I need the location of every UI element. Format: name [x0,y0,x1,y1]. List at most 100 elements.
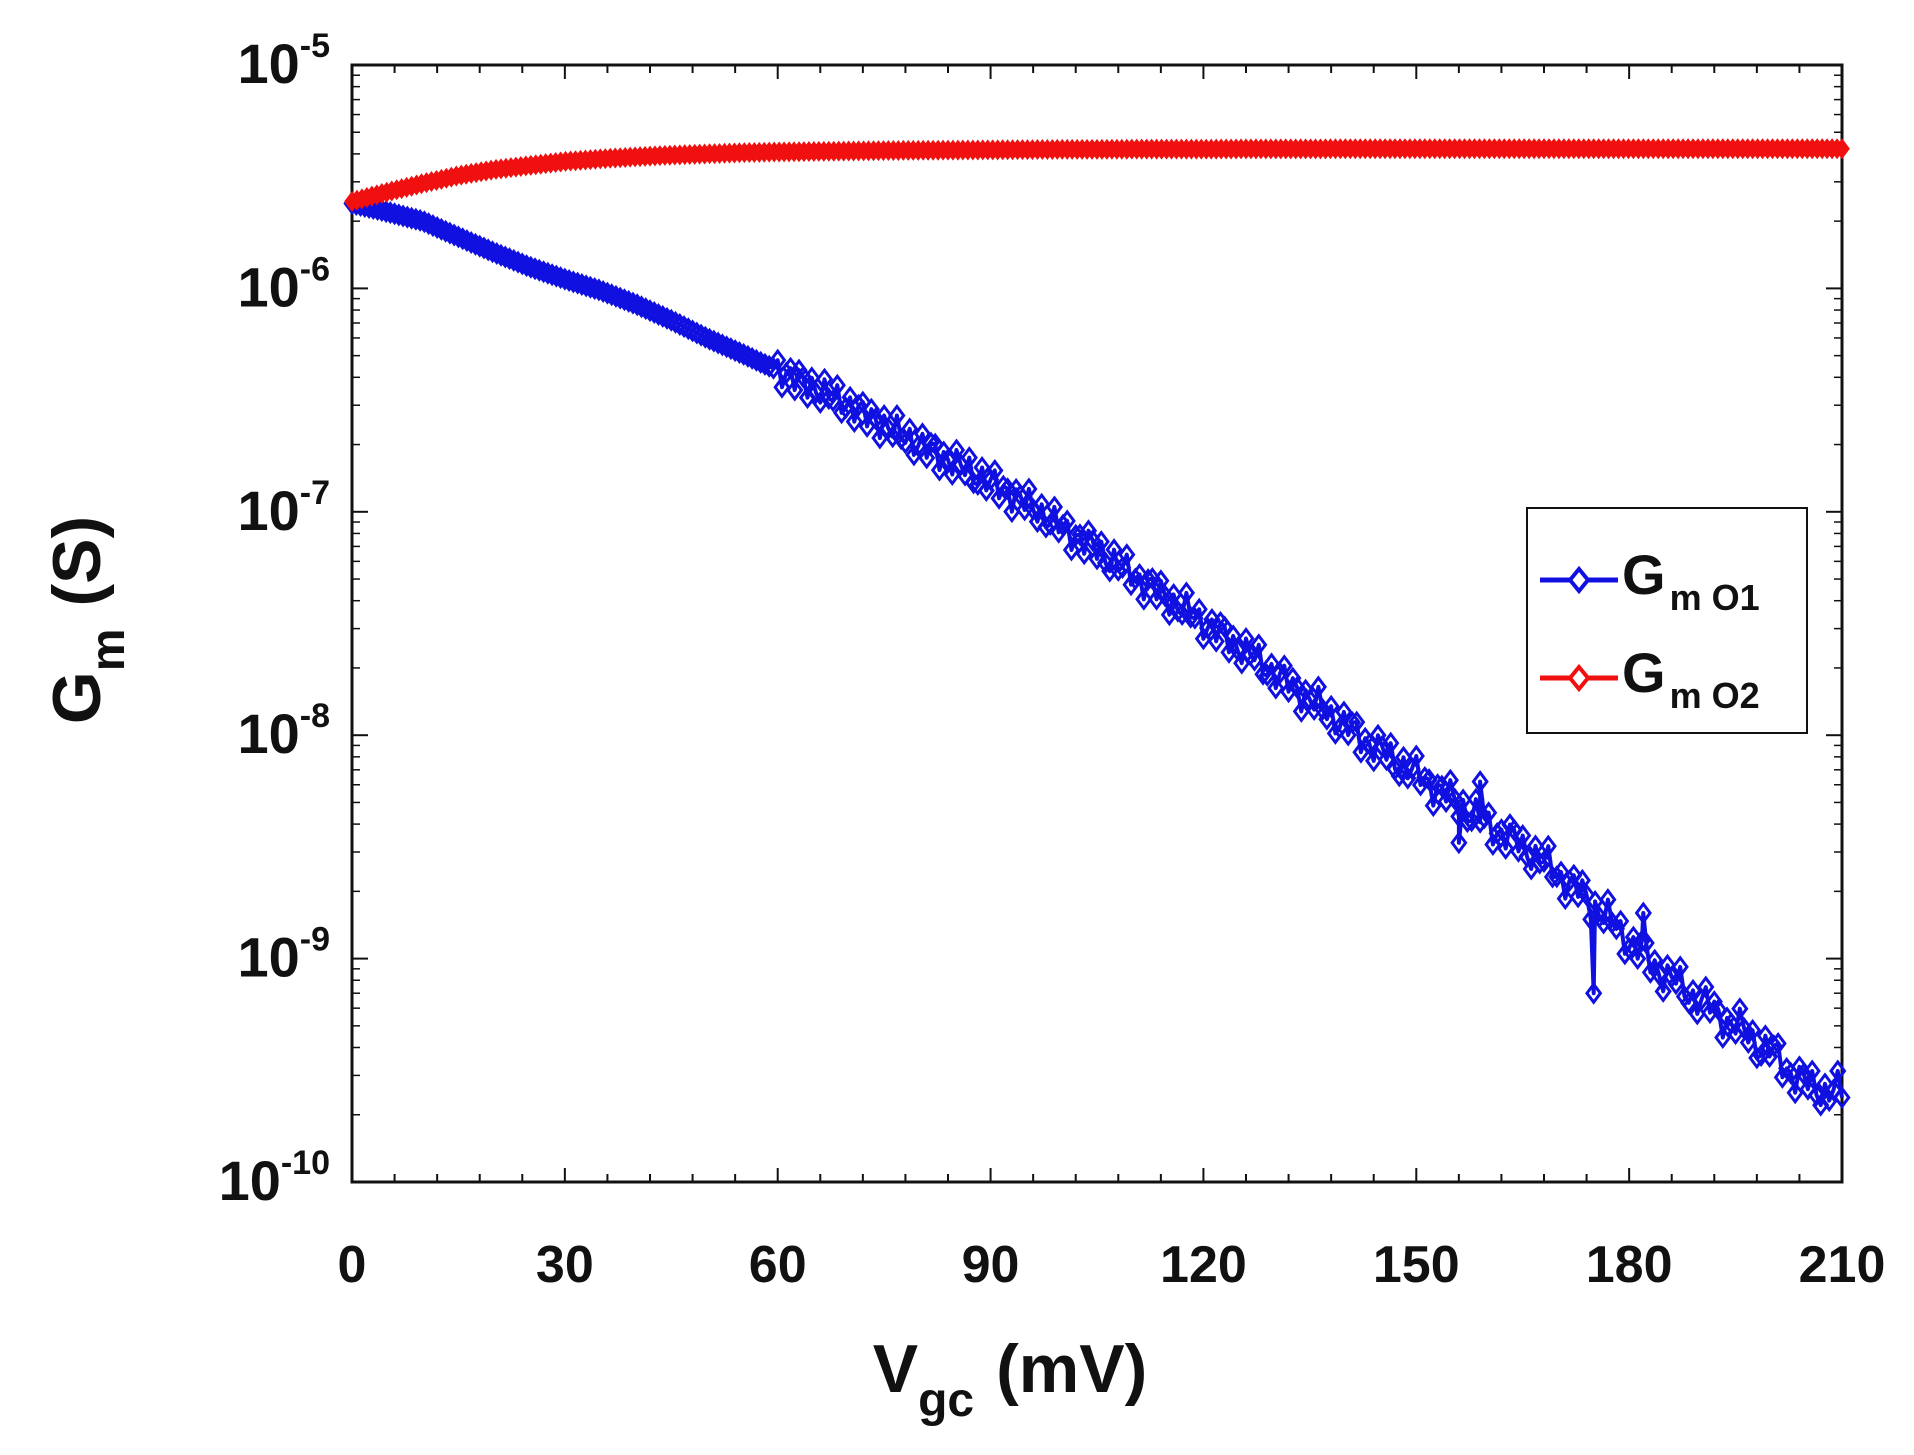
data-point [1803,1059,1821,1083]
data-point [1003,500,1021,524]
data-point [1531,851,1549,875]
y-tick-exponent: -8 [300,697,330,735]
data-point [705,329,723,353]
data-point [1092,530,1110,554]
data-point [1599,888,1617,912]
data-point [1160,603,1178,627]
data-point [1441,768,1459,792]
data-point [1199,616,1217,640]
legend-label-o1-main: G [1622,543,1666,606]
data-point [1096,551,1115,575]
data-point [1765,1034,1783,1058]
data-point [675,315,693,339]
data-point [445,223,463,247]
data-point [594,279,612,303]
data-point [628,293,646,317]
data-point [649,302,668,326]
data-point [1786,1081,1804,1105]
data-point [654,304,672,328]
data-point [786,378,804,402]
data-point [1331,716,1349,740]
data-point [1186,606,1204,630]
data-point [1616,942,1634,966]
data-point [1343,711,1362,735]
data-point [513,252,531,276]
data-point [688,321,706,345]
data-point [1394,745,1413,769]
data-point [1377,748,1396,772]
data-point [1284,666,1302,690]
data-point [1509,839,1528,863]
data-point [420,212,438,236]
data-point [926,432,944,456]
data-point [424,214,442,238]
data-point [1037,515,1055,539]
data-point [1118,543,1136,567]
data-point [994,474,1012,498]
x-tick-label: 120 [1160,1236,1247,1294]
data-point [939,448,957,472]
data-point [841,385,859,409]
data-point [1671,955,1689,979]
y-tick-exponent: -9 [300,921,330,959]
data-point [624,291,642,315]
data-point [845,410,863,434]
data-point [960,446,978,470]
data-point [1382,731,1400,755]
data-point [922,431,940,455]
data-point [1177,581,1196,605]
data-point [492,243,510,267]
data-point [1829,1059,1847,1083]
data-point [1216,615,1234,639]
data-point [1271,661,1289,685]
data-point [615,288,634,312]
data-point [692,323,710,347]
y-tick-label: 10-10 [219,1144,330,1212]
data-point [500,247,519,271]
legend-label-o2-main: G [1622,641,1666,704]
y-tick-label: 10-9 [237,921,330,989]
x-tick-label: 150 [1373,1236,1460,1294]
data-point [947,438,966,462]
data-point [1634,901,1652,925]
data-point [1667,972,1685,996]
data-point [1654,979,1672,1003]
data-point [1773,1065,1792,1089]
data-point [709,331,727,355]
data-point [752,350,770,374]
data-point [1552,860,1570,884]
data-point [1105,538,1123,562]
data-point [662,308,680,332]
data-point [1326,721,1345,745]
data-point [641,299,659,323]
tick-labels: 0 30 60 90 120 150 180 21010-510-610-710-810-91… [219,27,1886,1294]
data-point [718,335,736,359]
data-point [432,217,451,241]
data-point [747,348,766,372]
data-point [1458,810,1476,834]
data-point [854,390,872,414]
data-point [1050,520,1068,544]
data-point [1714,1026,1732,1050]
y-tick-base: 10 [237,255,299,318]
data-point [913,422,932,446]
data-point [1743,1018,1762,1042]
data-point [743,346,761,370]
legend-marker-o1 [1567,565,1591,595]
data-point [1135,587,1153,611]
data-point [735,342,753,366]
data-point [411,208,429,232]
data-point [832,401,851,425]
data-point [437,219,455,243]
data-point [620,289,638,313]
data-point [1335,700,1353,724]
legend-marker-o2 [1567,663,1591,693]
x-axis-title-main: V [873,1331,918,1407]
data-point [969,472,987,496]
data-point [726,339,744,363]
data-point [730,340,749,364]
data-point [764,356,783,380]
data-point [1471,770,1489,794]
